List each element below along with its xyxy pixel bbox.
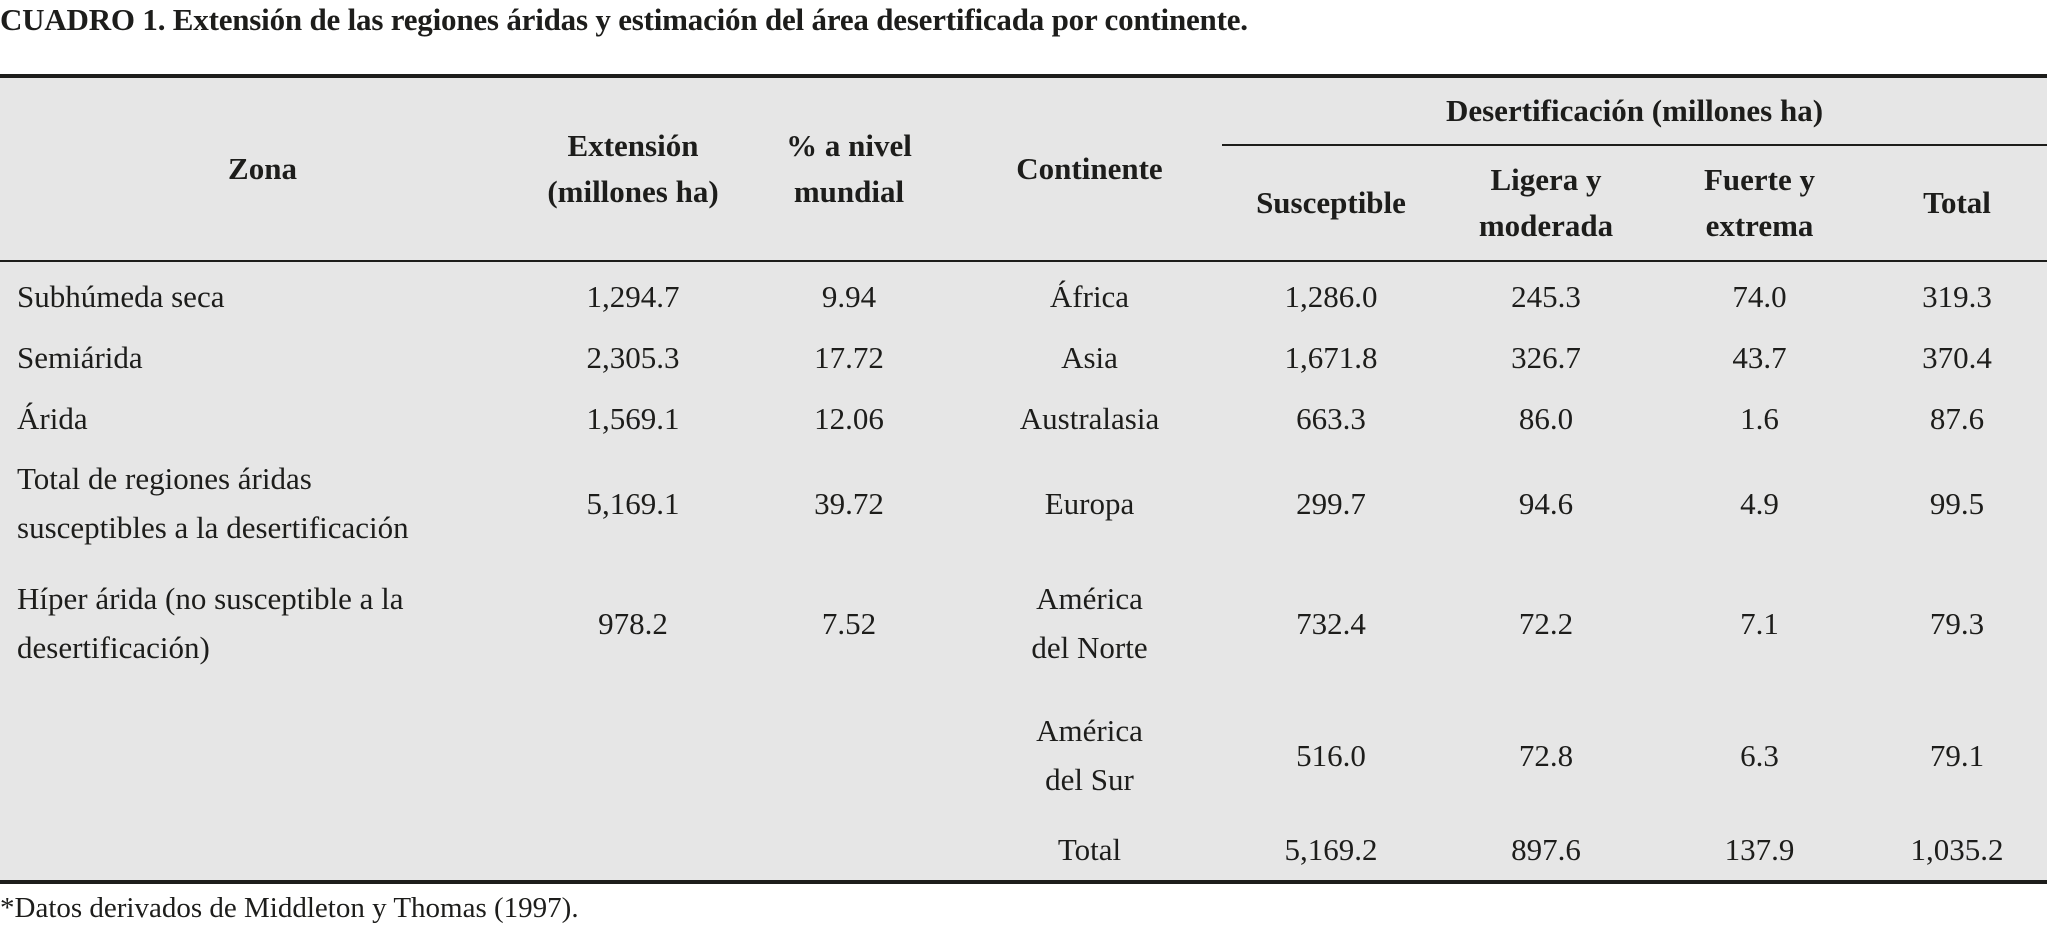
cell-total: 370.4	[1922, 340, 1992, 375]
cell-ligera: 86.0	[1518, 401, 1574, 436]
cell-porcentaje: 12.06	[814, 401, 884, 436]
table-row: Total de regiones áridas susceptibles a …	[0, 449, 2047, 557]
table-row: Árida 1,569.1 12.06 Australasia 663.3 86.0 1.6…	[0, 388, 2047, 449]
cell-porcentaje: 17.72	[814, 340, 884, 375]
header-desertificacion: Desertificación (millones ha)	[1222, 78, 2047, 146]
cell-total: 319.3	[1922, 279, 1992, 314]
table-body: Subhúmeda seca 1,294.7 9.94 África 1,286.0 24…	[0, 261, 2047, 877]
table-row: Híper árida (no susceptible a la deserti…	[0, 557, 2047, 689]
header-continente: Continente	[957, 78, 1222, 262]
cell-zona: Subhúmeda seca	[17, 279, 225, 314]
cell-continente: Australasia	[1019, 401, 1160, 436]
desertification-table: Zona Extensión (millones ha) % a nivel m…	[0, 78, 2047, 877]
cell-ligera: 72.2	[1518, 605, 1574, 641]
cell-zona: Semiárida	[17, 340, 143, 375]
cell-ligera: 245.3	[1511, 279, 1581, 314]
header-ligera: Ligera y moderada	[1440, 145, 1652, 262]
cell-susceptible: 1,671.8	[1284, 340, 1378, 375]
header-fuerte: Fuerte y extrema	[1652, 145, 1867, 262]
table-row: América del Sur 516.0 72.8 6.3 79.1	[0, 689, 2047, 821]
table-row: Subhúmeda seca 1,294.7 9.94 África 1,286.0 24…	[0, 261, 2047, 327]
footnote: *Datos derivados de Middleton y Thomas (…	[0, 892, 579, 924]
cell-total: 99.5	[1929, 485, 1985, 521]
cell-ligera: 72.8	[1518, 737, 1574, 773]
cell-susceptible: 5,169.2	[1284, 831, 1378, 867]
cell-porcentaje: 39.72	[814, 485, 884, 521]
cell-ligera: 94.6	[1518, 485, 1574, 521]
cell-total: 1,035.2	[1910, 831, 2004, 867]
cell-extension: 1,569.1	[586, 401, 680, 436]
cell-susceptible: 1,286.0	[1284, 279, 1378, 314]
cell-continente: América del Sur	[1036, 713, 1143, 797]
table-caption: CUADRO 1. Extensión de las regiones árid…	[0, 2, 1248, 37]
header-total: Total	[1867, 145, 2047, 262]
cell-fuerte: 137.9	[1724, 831, 1795, 867]
cell-porcentaje	[741, 689, 957, 821]
cell-extension: 2,305.3	[586, 340, 680, 375]
cell-zona	[0, 689, 525, 821]
cell-extension: 5,169.1	[586, 485, 680, 521]
header-extension: Extensión (millones ha)	[525, 78, 741, 262]
cell-porcentaje: 9.94	[821, 279, 877, 314]
cell-fuerte: 7.1	[1740, 605, 1779, 641]
cell-total: 79.1	[1929, 737, 1985, 773]
cell-porcentaje: 7.52	[821, 605, 877, 641]
cell-porcentaje	[741, 821, 957, 877]
cell-continente: Total	[1057, 831, 1122, 867]
table-row: Semiárida 2,305.3 17.72 Asia 1,671.8 326.7 43.…	[0, 327, 2047, 388]
header-zona: Zona	[0, 78, 525, 262]
cell-continente: África	[1049, 279, 1130, 314]
cell-ligera: 897.6	[1511, 831, 1581, 867]
cell-susceptible: 299.7	[1296, 485, 1366, 521]
cell-susceptible: 732.4	[1296, 605, 1366, 641]
cell-zona: Híper árida (no susceptible a la deserti…	[17, 581, 404, 665]
cell-zona	[0, 821, 525, 877]
cell-extension	[525, 821, 741, 877]
data-table-panel: Zona Extensión (millones ha) % a nivel m…	[0, 74, 2047, 884]
table-row: Total 5,169.2 897.6 137.9 1,035.2	[0, 821, 2047, 877]
header-porcentaje: % a nivel mundial	[741, 78, 957, 262]
cell-extension	[525, 689, 741, 821]
cell-total: 79.3	[1929, 605, 1985, 641]
cell-susceptible: 663.3	[1296, 401, 1366, 436]
cell-continente: Europa	[1044, 485, 1135, 521]
cell-fuerte: 4.9	[1740, 485, 1779, 521]
cell-fuerte: 43.7	[1732, 340, 1787, 375]
cell-total: 87.6	[1929, 401, 1985, 436]
cell-extension: 978.2	[598, 605, 668, 641]
header-susceptible: Susceptible	[1222, 145, 1440, 262]
cell-susceptible: 516.0	[1296, 737, 1366, 773]
cell-continente: América del Norte	[1031, 581, 1148, 665]
cell-zona: Árida	[17, 401, 88, 436]
cell-continente: Asia	[1061, 340, 1118, 375]
cell-fuerte: 74.0	[1732, 279, 1787, 314]
cell-zona: Total de regiones áridas susceptibles a …	[17, 461, 409, 545]
cell-fuerte: 1.6	[1740, 401, 1779, 436]
cell-extension: 1,294.7	[586, 279, 680, 314]
cell-fuerte: 6.3	[1740, 737, 1779, 773]
cell-ligera: 326.7	[1511, 340, 1581, 375]
